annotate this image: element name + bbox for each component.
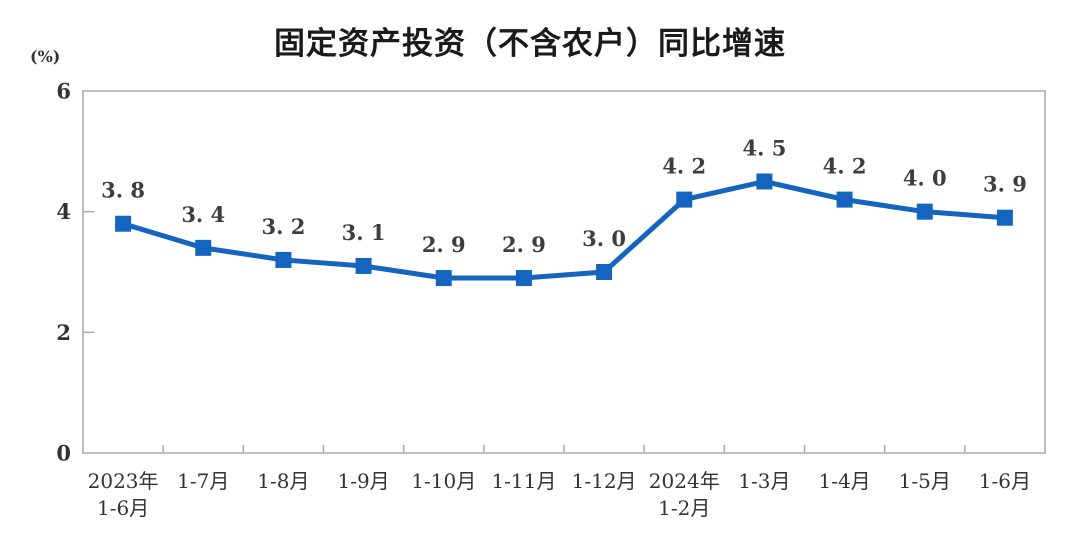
data-point-label: 4. 0 <box>903 166 947 191</box>
x-axis-category-label: 1-4月 <box>818 469 870 493</box>
y-axis-tick-label: 2 <box>56 320 71 345</box>
data-point-label: 4. 2 <box>662 154 706 179</box>
data-point-marker <box>756 173 773 190</box>
data-point-marker <box>355 257 372 274</box>
x-axis-category-label: 1-10月 <box>411 469 476 493</box>
x-axis-category-label: 1-7月 <box>177 469 229 493</box>
x-axis-category-label: 1-9月 <box>337 469 389 493</box>
x-axis-category-label: 1-5月 <box>899 469 951 493</box>
y-axis-tick-label: 4 <box>56 199 71 224</box>
data-point-label: 3. 2 <box>261 214 305 239</box>
data-point-label: 3. 1 <box>342 220 386 245</box>
data-point-label: 3. 8 <box>101 178 145 203</box>
data-point-marker <box>676 191 693 208</box>
data-point-label: 2. 9 <box>502 232 546 257</box>
x-axis-category-label: 2024年 1-2月 <box>649 469 720 520</box>
data-point-label: 2. 9 <box>422 232 466 257</box>
data-point-label: 3. 4 <box>181 202 225 227</box>
data-point-marker <box>195 239 212 256</box>
data-point-label: 4. 5 <box>742 136 786 161</box>
data-point-marker <box>115 215 132 232</box>
y-axis-tick-label: 6 <box>56 79 71 104</box>
y-axis-tick-label: 0 <box>56 441 71 466</box>
y-axis-unit-label: (%) <box>30 47 61 66</box>
plot-border <box>82 90 1046 454</box>
data-point-marker <box>916 203 933 220</box>
series-line <box>120 179 1008 281</box>
x-axis-category-label: 1-6月 <box>979 469 1031 493</box>
data-point-marker <box>435 270 452 287</box>
x-axis-category-label: 1-3月 <box>738 469 790 493</box>
data-point-label: 3. 0 <box>582 226 626 251</box>
data-point-label: 4. 2 <box>823 154 867 179</box>
x-axis-category-label: 1-12月 <box>572 469 637 493</box>
data-point-marker <box>275 251 292 268</box>
x-axis-category-label: 2023年 1-6月 <box>88 469 159 520</box>
x-axis-category-label: 1-11月 <box>491 469 556 493</box>
data-point-label: 3. 9 <box>983 172 1027 197</box>
data-point-marker <box>596 264 613 280</box>
data-point-marker <box>836 191 853 208</box>
data-point-marker <box>515 270 532 287</box>
chart-title: 固定资产投资（不含农户）同比增速 <box>274 26 786 61</box>
data-point-marker <box>996 209 1013 226</box>
x-axis-category-label: 1-8月 <box>257 469 309 493</box>
